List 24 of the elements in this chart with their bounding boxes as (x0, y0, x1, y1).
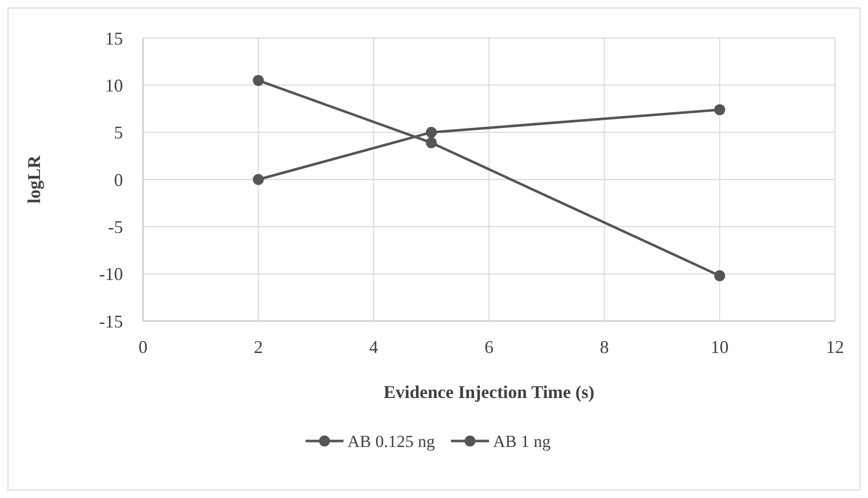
y-tick-label: 15 (105, 28, 123, 48)
y-tick-label: 0 (114, 170, 123, 190)
x-tick-label: 12 (826, 337, 844, 357)
y-tick-label: -15 (99, 311, 123, 332)
legend-label: AB 0.125 ng (348, 432, 436, 451)
x-axis-title: Evidence Injection Time (s) (384, 382, 594, 402)
point (714, 270, 726, 282)
y-tick-label: 10 (105, 75, 123, 96)
point (714, 104, 726, 116)
point (252, 174, 264, 185)
y-tick-label: -10 (99, 264, 123, 284)
point (426, 137, 437, 148)
x-tick-label: 10 (710, 337, 729, 357)
x-tick-label: 6 (484, 337, 494, 357)
point (252, 74, 264, 86)
point (426, 126, 437, 138)
legend-label: AB 1 ng (493, 432, 552, 451)
y-axis-title: logLR (24, 154, 44, 204)
y-tick-label: -5 (108, 216, 123, 237)
x-tick-label: 4 (369, 337, 378, 357)
x-tick-label: 8 (600, 337, 609, 357)
x-tick-label: 2 (254, 337, 263, 357)
x-tick-label: 0 (138, 337, 148, 357)
y-tick-label: 5 (114, 122, 123, 143)
